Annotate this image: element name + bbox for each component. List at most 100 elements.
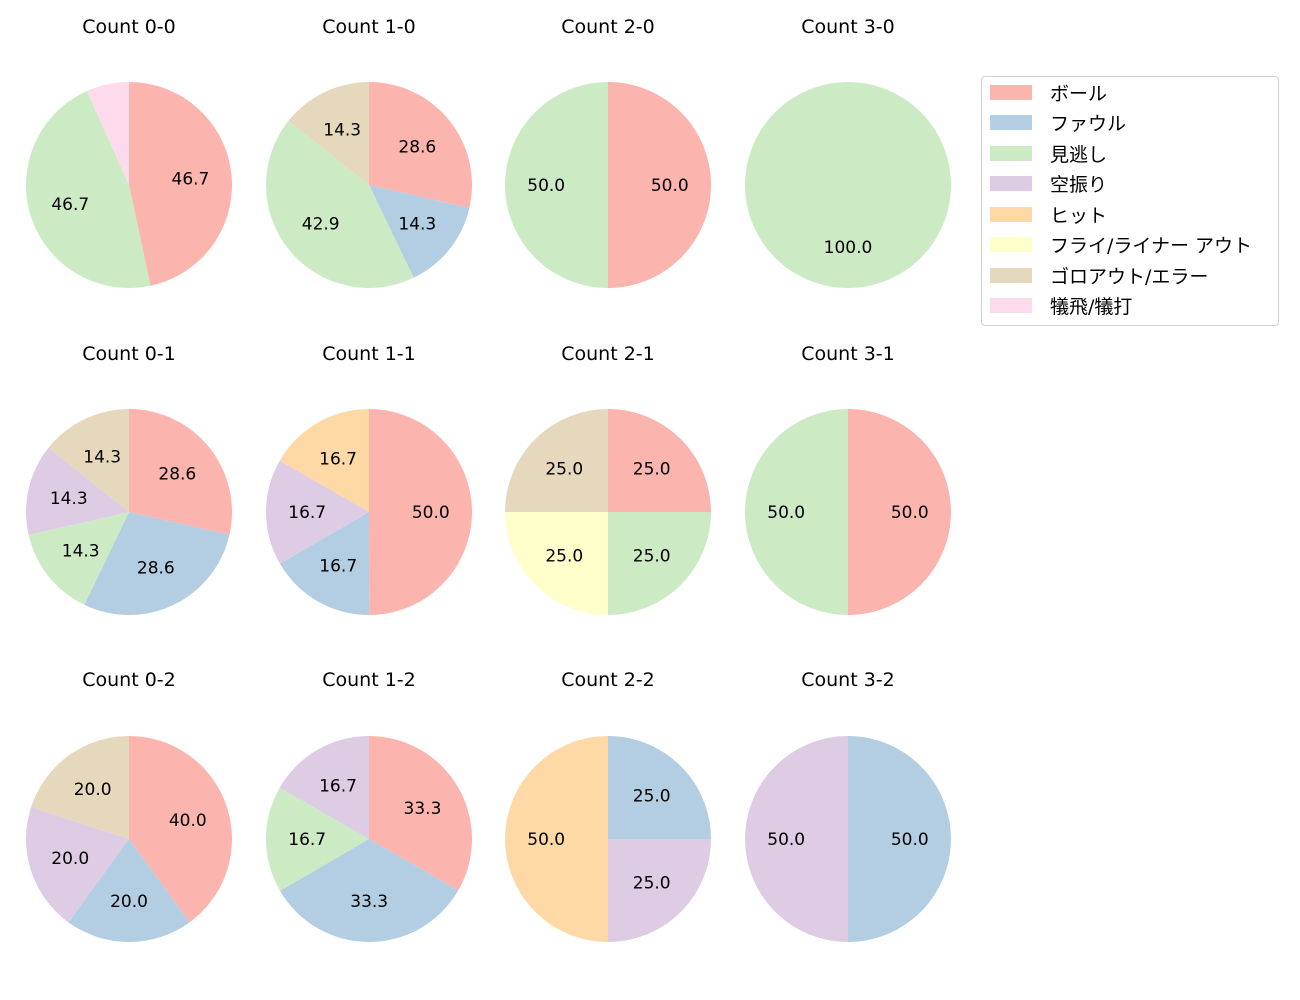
legend-label: 犠飛/犠打: [1050, 296, 1133, 318]
pie-title: Count 0-1: [82, 343, 176, 365]
slice-label: 42.9: [302, 215, 340, 235]
slice-label: 14.3: [398, 215, 436, 235]
pie-slice: [369, 409, 473, 615]
slice-label: 25.0: [633, 547, 671, 567]
pie-count-2-0: 50.0 50.0: [505, 82, 711, 288]
pie-count-3-0: 100.0: [745, 82, 951, 288]
legend-swatch: [990, 84, 1032, 100]
slice-label: 33.3: [350, 892, 388, 912]
slice-label: 50.0: [651, 176, 689, 196]
slice-label: 100.0: [824, 238, 873, 258]
pie-count-0-2: 40.0 20.0 20.0 20.0: [26, 736, 232, 942]
legend-item-grounder-out-error: ゴロアウト/エラー: [990, 260, 1208, 290]
slice-label: 20.0: [110, 892, 148, 912]
slice-label: 50.0: [412, 503, 450, 523]
slice-label: 33.3: [404, 799, 442, 819]
pie-slice: [279, 409, 369, 512]
slice-label: 25.0: [633, 874, 671, 894]
pie-slice: [265, 120, 414, 289]
pie-title: Count 0-2: [82, 669, 176, 691]
slice-label: 28.6: [158, 464, 196, 484]
pie-slice: [279, 736, 369, 839]
pie-slice: [848, 736, 951, 942]
pie-title: Count 2-1: [561, 343, 655, 365]
slice-label: 16.7: [288, 503, 326, 523]
slice-label: 50.0: [891, 830, 929, 850]
pie-slice: [31, 736, 129, 839]
pie-slice: [26, 90, 151, 288]
slice-label: 16.7: [319, 557, 357, 577]
pie-title: Count 1-1: [322, 343, 416, 365]
slice-label: 40.0: [169, 811, 207, 831]
slice-label: 14.3: [323, 120, 361, 140]
slice-label: 46.7: [172, 170, 210, 190]
pie-title: Count 1-2: [322, 669, 416, 691]
pie-slice: [129, 736, 232, 923]
slice-label: 50.0: [527, 830, 565, 850]
legend: ボール ファウル 見逃し 空振り ヒット フライ/ライナー アウト ゴロアウト/…: [981, 76, 1279, 326]
slice-label: 28.6: [398, 137, 436, 157]
legend-label: 見逃し: [1050, 143, 1108, 166]
slice-label: 14.3: [83, 447, 121, 467]
legend-item-foul: ファウル: [990, 108, 1126, 138]
pie-slice: [608, 736, 711, 839]
pie-slice: [608, 409, 711, 512]
pie-slice: [369, 82, 472, 208]
legend-label: フライ/ライナー アウト: [1050, 235, 1253, 257]
pie-slice: [26, 807, 130, 923]
slice-label: 14.3: [50, 489, 88, 509]
legend-label: ボール: [1050, 82, 1108, 105]
pie-slice: [129, 82, 232, 286]
pie-slice: [25, 447, 130, 535]
legend-label: ヒット: [1050, 204, 1108, 227]
pie-title: Count 3-0: [801, 16, 895, 38]
legend-swatch: [990, 206, 1032, 222]
slice-label: 20.0: [74, 780, 112, 800]
pie-count-1-0: 28.6 14.3 42.9 14.3: [265, 82, 472, 289]
pie-slice: [369, 185, 470, 278]
pie-slice: [48, 409, 129, 512]
pie-count-3-2: 50.0 50.0: [745, 736, 951, 942]
legend-swatch: [990, 267, 1032, 283]
pie-slice: [505, 82, 608, 288]
legend-item-sacrifice: 犠飛/犠打: [990, 291, 1132, 321]
pie-slice: [505, 512, 608, 615]
legend-item-hit: ヒット: [990, 199, 1107, 229]
pie-slice: [280, 839, 459, 942]
pie-slice: [266, 787, 369, 891]
pie-slice: [86, 82, 129, 185]
pie-count-2-2: 25.0 25.0 50.0: [505, 736, 711, 942]
legend-item-swinging-strike: 空振り: [990, 169, 1107, 199]
slice-label: 16.7: [319, 449, 357, 469]
legend-swatch: [990, 237, 1032, 252]
pie-count-2-1: 25.0 25.0 25.0 25.0: [505, 409, 711, 615]
pie-title: Count 1-0: [322, 16, 416, 38]
pie-slice: [279, 512, 370, 616]
pie-slice: [84, 512, 230, 615]
slice-label: 16.7: [319, 777, 357, 797]
pie-title: Count 2-2: [561, 669, 655, 691]
legend-label: ファウル: [1050, 113, 1127, 135]
pie-slice: [68, 839, 190, 942]
legend-label: ゴロアウト/エラー: [1050, 265, 1209, 288]
legend-swatch: [990, 115, 1032, 130]
pie-title: Count 3-1: [801, 343, 895, 365]
pie-title: Count 2-0: [561, 16, 655, 38]
legend-swatch: [990, 145, 1032, 161]
legend-swatch: [990, 176, 1032, 191]
pie-slice: [745, 409, 848, 615]
legend-swatch: [990, 298, 1032, 313]
pie-charts: 46.7 46.7 28.6 14.3 42.9 14.3 50.0 50.0 100.0 28.…: [25, 82, 951, 942]
slice-label: 50.0: [767, 830, 805, 850]
pie-slice: [745, 82, 951, 288]
legend-item-fly-liner-out: フライ/ライナー アウト: [990, 230, 1252, 260]
pie-title: Count 3-2: [801, 669, 895, 691]
pie-slice: [266, 460, 369, 564]
pie-count-1-1: 50.0 16.7 16.7 16.7: [266, 409, 473, 616]
pie-slice: [28, 512, 129, 605]
slice-label: 20.0: [51, 849, 89, 869]
slice-label: 16.7: [288, 830, 326, 850]
pie-slice: [505, 409, 608, 512]
pie-slice: [608, 512, 711, 615]
pie-slice: [608, 839, 711, 942]
